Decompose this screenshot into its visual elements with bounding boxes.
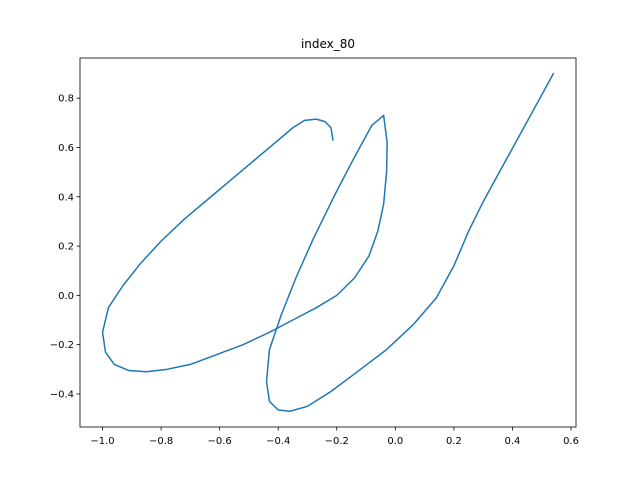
x-tick-label: 0.0 [387, 436, 403, 447]
plot-layer [101, 72, 555, 412]
y-tick-label: 0.6 [58, 143, 74, 154]
x-tick-label: 0.2 [446, 436, 462, 447]
axes-frame [79, 57, 577, 428]
x-tick-label: −0.6 [208, 436, 232, 447]
y-tick-label: −0.2 [50, 340, 74, 351]
x-tick-label: −0.8 [149, 436, 173, 447]
y-tick-label: 0.0 [58, 291, 74, 302]
y-tick-label: 0.8 [58, 94, 74, 105]
chart-title: index_80 [301, 37, 355, 51]
x-tick-label: 0.4 [505, 436, 521, 447]
x-tick-label: −0.2 [325, 436, 349, 447]
x-tick-label: 0.6 [563, 436, 579, 447]
x-tick-label: −0.4 [266, 436, 290, 447]
y-tick-label: −0.4 [50, 389, 74, 400]
x-tick-label: −1.0 [90, 436, 114, 447]
y-tick-label: 0.2 [58, 242, 74, 253]
series-line-0 [101, 72, 555, 412]
axes-layer: −1.0 −0.8 −0.6 −0.4 −0.2 0.0 0.2 0.4 0.6 −0.4 −0.2… [50, 57, 579, 447]
y-tick-label: 0.4 [58, 192, 74, 203]
